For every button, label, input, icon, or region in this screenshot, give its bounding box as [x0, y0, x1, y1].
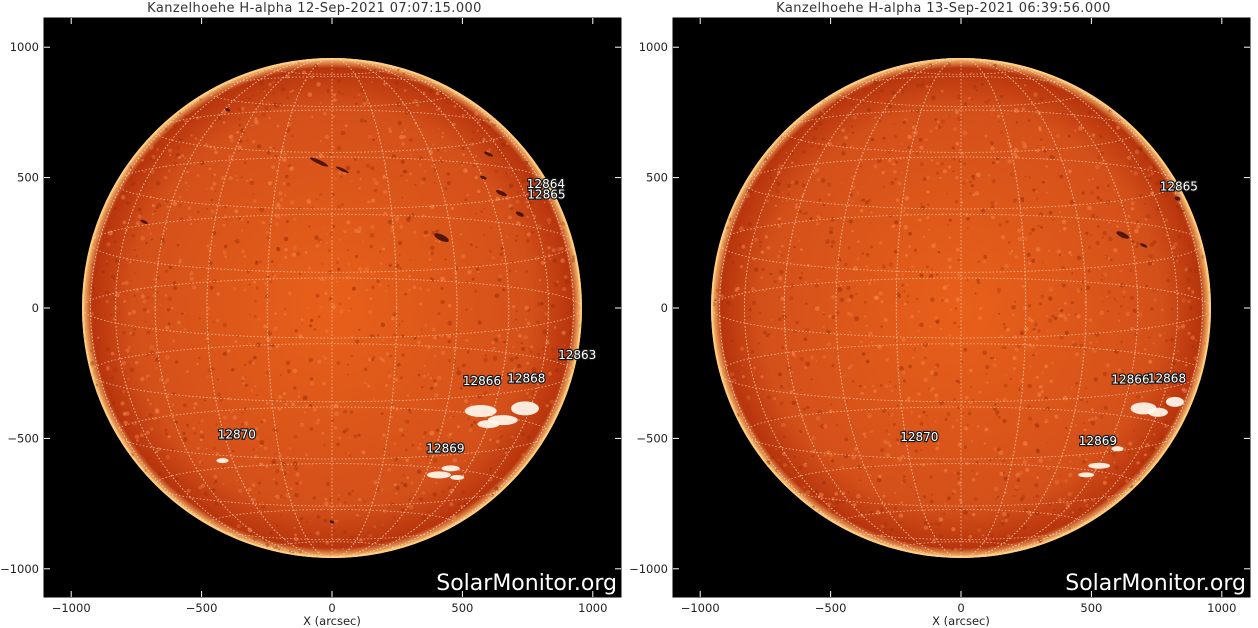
filament [1139, 243, 1148, 248]
filament [480, 175, 487, 180]
x-tick-label: −1000 [681, 601, 720, 615]
y-tick-label: 0 [661, 301, 668, 315]
x-tick-label: −500 [815, 601, 847, 615]
y-tick-label: 1000 [639, 40, 668, 54]
filament [1116, 231, 1130, 239]
x-tick-label: 1000 [578, 601, 607, 615]
plage-region [1078, 472, 1095, 478]
plage-region [1111, 446, 1124, 452]
x-tick-label: 1000 [1207, 601, 1236, 615]
chromosphere-texture [711, 58, 1211, 558]
x-tick-label: 0 [328, 601, 335, 615]
active-region-label: 12869 [426, 442, 464, 456]
filament [140, 219, 148, 225]
plage-region [464, 405, 497, 417]
right-panel-title: Kanzelhoehe H-alpha 13-Sep-2021 06:39:56… [776, 1, 1111, 16]
active-region-label: 12868 [1148, 371, 1186, 385]
active-region-label: 12866 [463, 374, 501, 388]
filament [434, 233, 449, 242]
y-tick-label: 500 [646, 171, 668, 185]
filament [483, 151, 494, 157]
right-panel: Kanzelhoehe H-alpha 13-Sep-2021 06:39:56… [629, 0, 1258, 628]
filament [336, 166, 349, 174]
x-tick-label: 500 [451, 601, 473, 615]
watermark: SolarMonitor.org [436, 571, 617, 596]
plage-region [426, 471, 451, 479]
y-tick-label: 1000 [10, 40, 39, 54]
plage-region [441, 465, 460, 472]
y-tick-label: −1000 [629, 562, 668, 576]
x-tick-label: 0 [957, 601, 964, 615]
y-tick-label: −1000 [0, 562, 39, 576]
chromosphere-texture [82, 60, 582, 558]
active-region-label: 12865 [527, 188, 565, 202]
x-axis-label: X (arcsec) [303, 614, 361, 628]
plage-region [1165, 396, 1184, 407]
active-region-label: 12868 [507, 371, 545, 385]
active-region-label: 12865 [1160, 180, 1198, 194]
y-tick-label: −500 [7, 431, 39, 445]
active-region-label: 12870 [900, 430, 938, 444]
plage-region [450, 475, 465, 480]
filament [515, 211, 524, 217]
filament [225, 108, 231, 112]
x-tick-label: −500 [186, 601, 218, 615]
x-tick-label: −1000 [52, 601, 91, 615]
solar-limb [711, 58, 1211, 558]
watermark: SolarMonitor.org [1065, 571, 1246, 596]
filament [495, 190, 508, 197]
active-region-label: 12870 [218, 427, 256, 441]
active-region-label: 12866 [1111, 373, 1149, 387]
filament [329, 520, 335, 524]
active-region-label: 12869 [1079, 434, 1117, 448]
left-panel: Kanzelhoehe H-alpha 12-Sep-2021 07:07:15… [0, 1, 622, 628]
solar-limb [82, 58, 582, 558]
left-panel-title: Kanzelhoehe H-alpha 12-Sep-2021 07:07:15… [147, 1, 482, 16]
active-region-label: 12863 [558, 348, 596, 362]
y-tick-label: −500 [636, 431, 668, 445]
plage-region [1088, 462, 1111, 469]
x-axis-label: X (arcsec) [932, 614, 990, 628]
y-tick-label: 0 [32, 301, 39, 315]
plage-region [511, 401, 539, 416]
filament [1174, 196, 1181, 201]
filament [309, 157, 329, 167]
plage-region [1147, 407, 1168, 417]
active-region-label: 12864 [527, 177, 565, 191]
x-tick-label: 500 [1080, 601, 1102, 615]
plage-region [477, 420, 500, 429]
plage-region [216, 458, 229, 464]
y-tick-label: 500 [17, 171, 39, 185]
